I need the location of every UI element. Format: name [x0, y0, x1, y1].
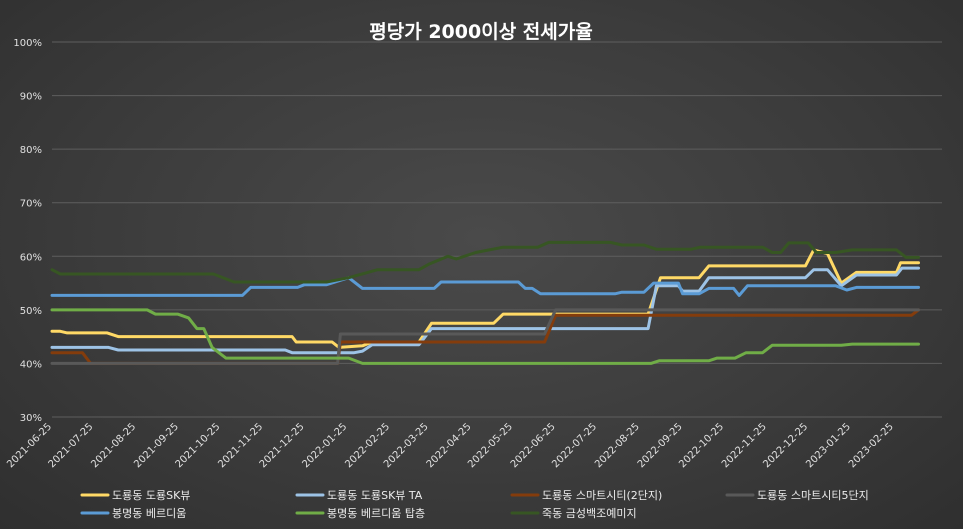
legend-item: 도룡동 도룡SK뷰 [80, 489, 190, 502]
y-tick-label: 50% [20, 306, 42, 317]
legend-item: 도룡동 스마트시티(2단지) [510, 489, 662, 502]
legend-label: 도룡동 도룡SK뷰 TA [327, 489, 423, 502]
y-tick-label: 60% [20, 252, 42, 263]
x-tick-label: 2022-12-25 [761, 421, 810, 470]
x-tick-label: 2022-10-25 [677, 421, 726, 470]
y-tick-label: 70% [20, 199, 42, 210]
legend-label: 도룡동 스마트시티5단지 [757, 489, 869, 502]
x-tick-label: 2021-08-25 [89, 421, 138, 470]
legend-label: 봉명동 베르디움 [112, 507, 186, 520]
x-tick-label: 2021-12-25 [258, 421, 307, 470]
legend-label: 봉명동 베르디움 탑층 [327, 507, 425, 520]
series-line-1 [50, 248, 920, 349]
legend-item: 봉명동 베르디움 [80, 507, 186, 520]
legend: 도룡동 도룡SK뷰 도룡동 도룡SK뷰 TA 도룡동 스마트시티(2단지) 도룡동 스… [80, 489, 869, 520]
x-tick-label: 2022-01-25 [301, 421, 350, 470]
series-line-6 [50, 308, 920, 365]
series-line-4 [50, 308, 920, 365]
y-tick-label: 30% [20, 413, 42, 424]
legend-label: 도룡동 스마트시티(2단지) [542, 489, 662, 502]
x-tick-label: 2021-07-25 [47, 421, 96, 470]
y-tick-label: 90% [20, 92, 42, 103]
legend-label: 죽동 금성백조예미지 [542, 507, 637, 520]
y-tick-label: 100% [13, 38, 42, 49]
series-line-5 [50, 276, 920, 297]
x-tick-label: 2022-08-25 [593, 421, 642, 470]
y-tick-label: 80% [20, 145, 42, 156]
y-axis-tick-labels: 30% 40% 50% 60% 70% 80% 90% 100% [13, 38, 42, 424]
x-tick-label: 2022-07-25 [550, 421, 599, 470]
legend-label: 도룡동 도룡SK뷰 [112, 489, 190, 502]
x-tick-label: 2023-02-25 [847, 421, 896, 470]
series-line-7 [50, 240, 920, 284]
x-tick-label: 2021-10-25 [174, 421, 223, 470]
series-line-2 [50, 266, 920, 355]
legend-item: 봉명동 베르디움 탑층 [295, 507, 425, 520]
chart-title: 평당가 2000이상 전세가율 [369, 21, 592, 43]
legend-item: 죽동 금성백조예미지 [510, 507, 637, 520]
x-tick-label: 2022-05-25 [466, 421, 515, 470]
legend-item: 도룡동 스마트시티5단지 [725, 489, 869, 502]
grid-lines [52, 41, 942, 418]
y-tick-label: 40% [20, 359, 42, 370]
legend-item: 도룡동 도룡SK뷰 TA [295, 489, 423, 502]
x-tick-label: 2023-01-25 [804, 421, 853, 470]
x-axis-tick-labels: 2021-06-252021-07-252021-08-252021-09-25… [5, 421, 896, 470]
series-lines [50, 240, 920, 365]
